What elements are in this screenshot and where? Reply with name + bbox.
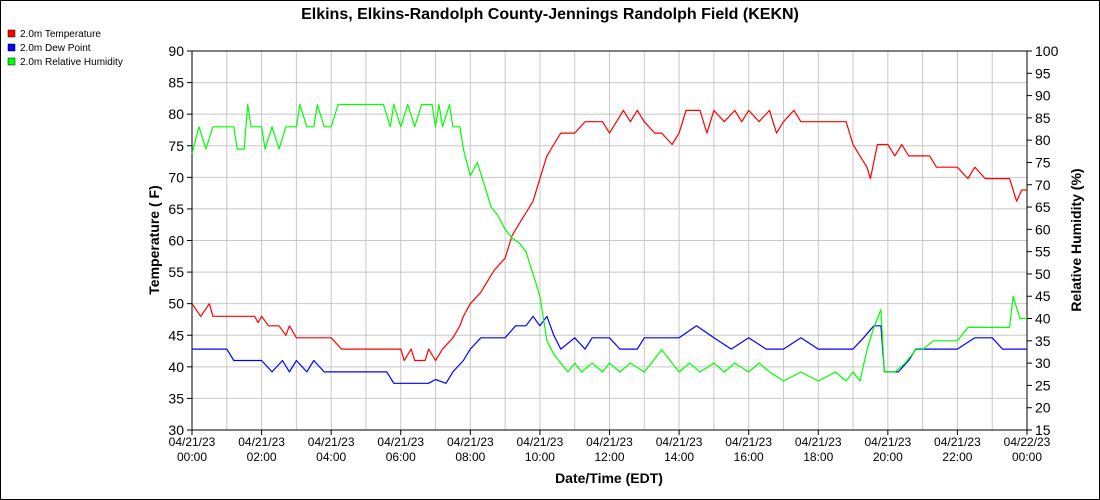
y2-tick-label: 85: [1035, 110, 1051, 126]
x-tick-date: 04/21/23: [169, 435, 216, 449]
y-tick-label: 35: [168, 390, 184, 406]
x-tick-date: 04/21/23: [586, 435, 633, 449]
y2-tick-label: 70: [1035, 177, 1051, 193]
y2-tick-label: 80: [1035, 132, 1051, 148]
y-tick-label: 75: [168, 138, 184, 154]
y-tick-label: 50: [168, 296, 184, 312]
x-tick-date: 04/21/23: [517, 435, 564, 449]
series-line-2-0m-dew-point: [192, 315, 1027, 384]
y-tick-label: 90: [168, 43, 184, 59]
y2-tick-label: 75: [1035, 154, 1051, 170]
y-tick-label: 70: [168, 169, 184, 185]
y2-tick-label: 30: [1035, 355, 1051, 371]
series-line-2-0m-temperature: [191, 109, 1027, 362]
x-tick-time: 00:00: [177, 450, 207, 464]
x-tick-date: 04/21/23: [308, 435, 355, 449]
legend-swatch: [7, 29, 16, 38]
y-axis-ticks: 30 35 40 45 50 55 60 65 70 75 80 85 90: [168, 43, 192, 438]
x-tick-time: 08:00: [455, 450, 485, 464]
y-tick-label: 45: [168, 327, 184, 343]
y-tick-label: 80: [168, 106, 184, 122]
legend: 2.0m Temperature 2.0m Dew Point 2.0m Relat…: [7, 29, 123, 68]
y2-tick-label: 100: [1035, 43, 1059, 59]
y2-tick-label: 20: [1035, 400, 1051, 416]
x-tick-time: 06:00: [386, 450, 416, 464]
y-tick-label: 30: [168, 422, 184, 438]
y-tick-label: 65: [168, 201, 184, 217]
y2-tick-label: 95: [1035, 65, 1051, 81]
x-tick-time: 22:00: [942, 450, 972, 464]
y-axis-label: Temperature ( F): [146, 185, 162, 294]
y2-tick-label: 25: [1035, 377, 1051, 393]
y2-tick-label: 35: [1035, 333, 1051, 349]
y2-axis-label: Relative Humidity (%): [1068, 168, 1084, 311]
x-axis-label: Date/Time (EDT): [555, 470, 663, 486]
y2-tick-label: 65: [1035, 199, 1051, 215]
y-tick-label: 40: [168, 359, 184, 375]
x-axis-ticks: 04/21/2300:0004/21/2302:0004/21/2304:000…: [169, 430, 1051, 464]
series-line-2-0m-relative-humidity: [191, 103, 1027, 382]
y-tick-label: 85: [168, 75, 184, 91]
legend-swatch: [7, 43, 16, 52]
y2-tick-label: 60: [1035, 221, 1051, 237]
y2-tick-label: 50: [1035, 266, 1051, 282]
x-tick-time: 02:00: [247, 450, 277, 464]
y-tick-label: 60: [168, 233, 184, 249]
y2-axis-ticks: 15 20 25 30 35 40 45 50 55 60 65 70 75 80 85 90 95 100: [1027, 43, 1059, 438]
y2-tick-label: 40: [1035, 311, 1051, 327]
y-tick-label: 55: [168, 264, 184, 280]
x-tick-time: 12:00: [594, 450, 624, 464]
x-tick-date: 04/21/23: [656, 435, 703, 449]
x-tick-date: 04/21/23: [447, 435, 494, 449]
x-tick-time: 14:00: [664, 450, 694, 464]
x-tick-time: 00:00: [1012, 450, 1042, 464]
x-tick-time: 16:00: [734, 450, 764, 464]
legend-label: 2.0m Dew Point: [20, 43, 91, 54]
legend-label: 2.0m Relative Humidity: [20, 57, 123, 68]
y2-tick-label: 90: [1035, 88, 1051, 104]
x-tick-time: 10:00: [525, 450, 555, 464]
x-tick-time: 04:00: [316, 450, 346, 464]
y2-tick-label: 15: [1035, 422, 1051, 438]
x-tick-time: 18:00: [803, 450, 833, 464]
y2-tick-label: 45: [1035, 288, 1051, 304]
x-tick-date: 04/22/23: [1004, 435, 1051, 449]
x-tick-date: 04/21/23: [377, 435, 424, 449]
x-tick-time: 20:00: [873, 450, 903, 464]
x-tick-date: 04/21/23: [238, 435, 285, 449]
legend-swatch: [7, 57, 16, 66]
series-layer: [191, 103, 1027, 384]
x-tick-date: 04/21/23: [864, 435, 911, 449]
legend-label: 2.0m Temperature: [20, 29, 101, 40]
x-tick-date: 04/21/23: [795, 435, 842, 449]
chart-title: Elkins, Elkins-Randolph County-Jennings …: [301, 6, 799, 23]
x-tick-date: 04/21/23: [725, 435, 772, 449]
y2-tick-label: 55: [1035, 244, 1051, 260]
x-tick-date: 04/21/23: [934, 435, 981, 449]
